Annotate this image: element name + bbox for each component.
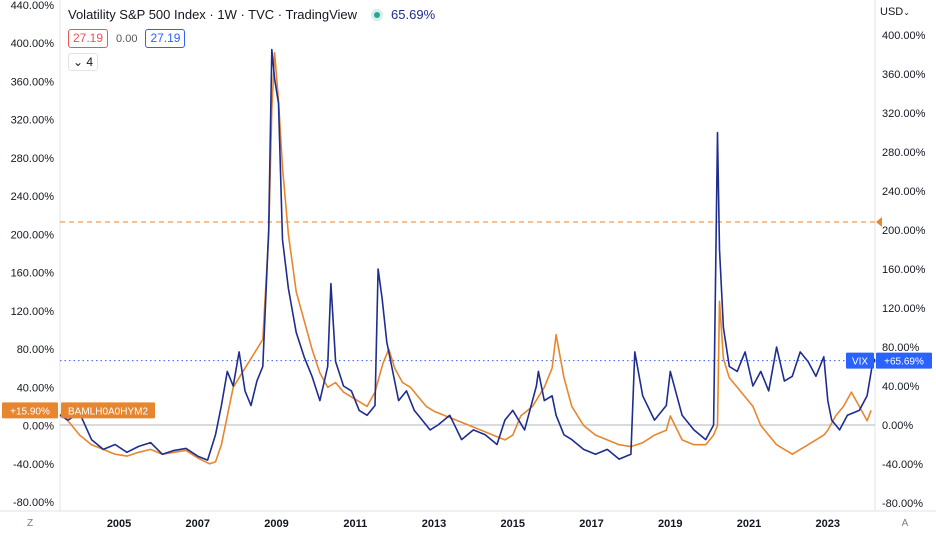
- axis-mode-right[interactable]: A: [902, 518, 909, 529]
- right-tick-label: 280.00%: [882, 147, 926, 159]
- time-tick-label: 2021: [737, 518, 761, 530]
- left-tick-label: 160.00%: [11, 268, 55, 280]
- bamlh-name-tag-bg: [61, 402, 155, 419]
- left-tick-label: 40.00%: [17, 382, 55, 394]
- ohlc-row: 27.19 0.00 27.19: [68, 29, 186, 48]
- time-tick-label: 2013: [422, 518, 446, 530]
- chart-header: Volatility S&P 500 Index · 1W · TVC · Tr…: [68, 7, 435, 22]
- currency-label: USD: [880, 6, 904, 18]
- left-tick-label: 0.00%: [23, 421, 54, 433]
- chart-title[interactable]: Volatility S&P 500 Index · 1W · TVC · Tr…: [68, 7, 358, 22]
- chevron-down-icon: ⌄: [903, 8, 910, 17]
- right-tick-label: 0.00%: [882, 420, 913, 432]
- left-tick-label: 400.00%: [11, 38, 55, 50]
- alert-marker-icon: [876, 216, 882, 227]
- right-tick-label: 80.00%: [882, 342, 920, 354]
- vix-last-value: +65.69%: [884, 357, 924, 368]
- bamlh-last-value: +15.90%: [10, 406, 50, 417]
- left-tick-label: -80.00%: [13, 497, 54, 509]
- right-tick-label: 120.00%: [882, 303, 926, 315]
- buy-price-box[interactable]: 27.19: [145, 29, 186, 48]
- time-tick-label: 2007: [186, 518, 210, 530]
- series-vix-line[interactable]: [59, 48, 874, 461]
- reference-lines: [60, 216, 882, 362]
- right-tick-label: 200.00%: [882, 225, 926, 237]
- left-tick-label: 240.00%: [11, 191, 55, 203]
- indicators-toggle[interactable]: ⌄ 4: [68, 53, 99, 71]
- left-tick-label: 360.00%: [11, 76, 55, 88]
- right-tick-label: 320.00%: [882, 108, 926, 120]
- chevron-down-icon: ⌄: [73, 55, 84, 69]
- time-axis[interactable]: 2005 2007 2009 2011 2013 2015 2017 2019 2021 2023: [107, 518, 840, 530]
- right-tick-label: 400.00%: [882, 30, 926, 42]
- left-tick-label: 280.00%: [11, 153, 55, 165]
- left-tick-label: -40.00%: [13, 459, 54, 471]
- header-change-pct: 65.69%: [391, 7, 436, 22]
- right-tick-label: 240.00%: [882, 186, 926, 198]
- vix-last-value-bg: [876, 352, 932, 369]
- bamlh-last-value-bg: [2, 402, 58, 419]
- spread-value: 0.00: [116, 32, 138, 45]
- time-tick-label: 2017: [579, 518, 603, 530]
- live-dot-icon: [371, 8, 384, 21]
- indicator-count: 4: [86, 55, 94, 69]
- price-labels: VIX +65.69% +15.90% BAMLH0A0HYM2: [2, 352, 932, 419]
- currency-selector[interactable]: USD⌄: [880, 6, 910, 18]
- left-tick-label: 320.00%: [11, 115, 55, 127]
- right-tick-label: 40.00%: [882, 381, 920, 393]
- left-tick-label: 80.00%: [17, 344, 55, 356]
- axis-mode-left[interactable]: Z: [27, 518, 33, 529]
- right-axis[interactable]: 400.00% 360.00% 320.00% 280.00% 240.00% 200.0…: [882, 30, 926, 510]
- time-tick-label: 2023: [816, 518, 840, 530]
- right-tick-label: -40.00%: [882, 459, 923, 471]
- vix-name-tag-bg: [846, 352, 874, 369]
- left-tick-label: 120.00%: [11, 306, 55, 318]
- time-tick-label: 2009: [264, 518, 288, 530]
- left-tick-label: 440.00%: [11, 0, 55, 12]
- left-tick-label: 200.00%: [11, 229, 55, 241]
- time-tick-label: 2005: [107, 518, 131, 530]
- time-tick-label: 2011: [343, 518, 367, 530]
- right-tick-label: 360.00%: [882, 69, 926, 81]
- right-tick-label: 160.00%: [882, 264, 926, 276]
- bamlh-name-tag: BAMLH0A0HYM2: [68, 406, 148, 417]
- left-axis[interactable]: 440.00% 400.00% 360.00% 320.00% 280.00% 240.0…: [11, 0, 55, 509]
- sell-price-box[interactable]: 27.19: [68, 29, 109, 48]
- vix-name-tag: VIX: [852, 357, 868, 368]
- time-tick-label: 2015: [501, 518, 525, 530]
- right-tick-label: -80.00%: [882, 498, 923, 510]
- time-tick-label: 2019: [658, 518, 682, 530]
